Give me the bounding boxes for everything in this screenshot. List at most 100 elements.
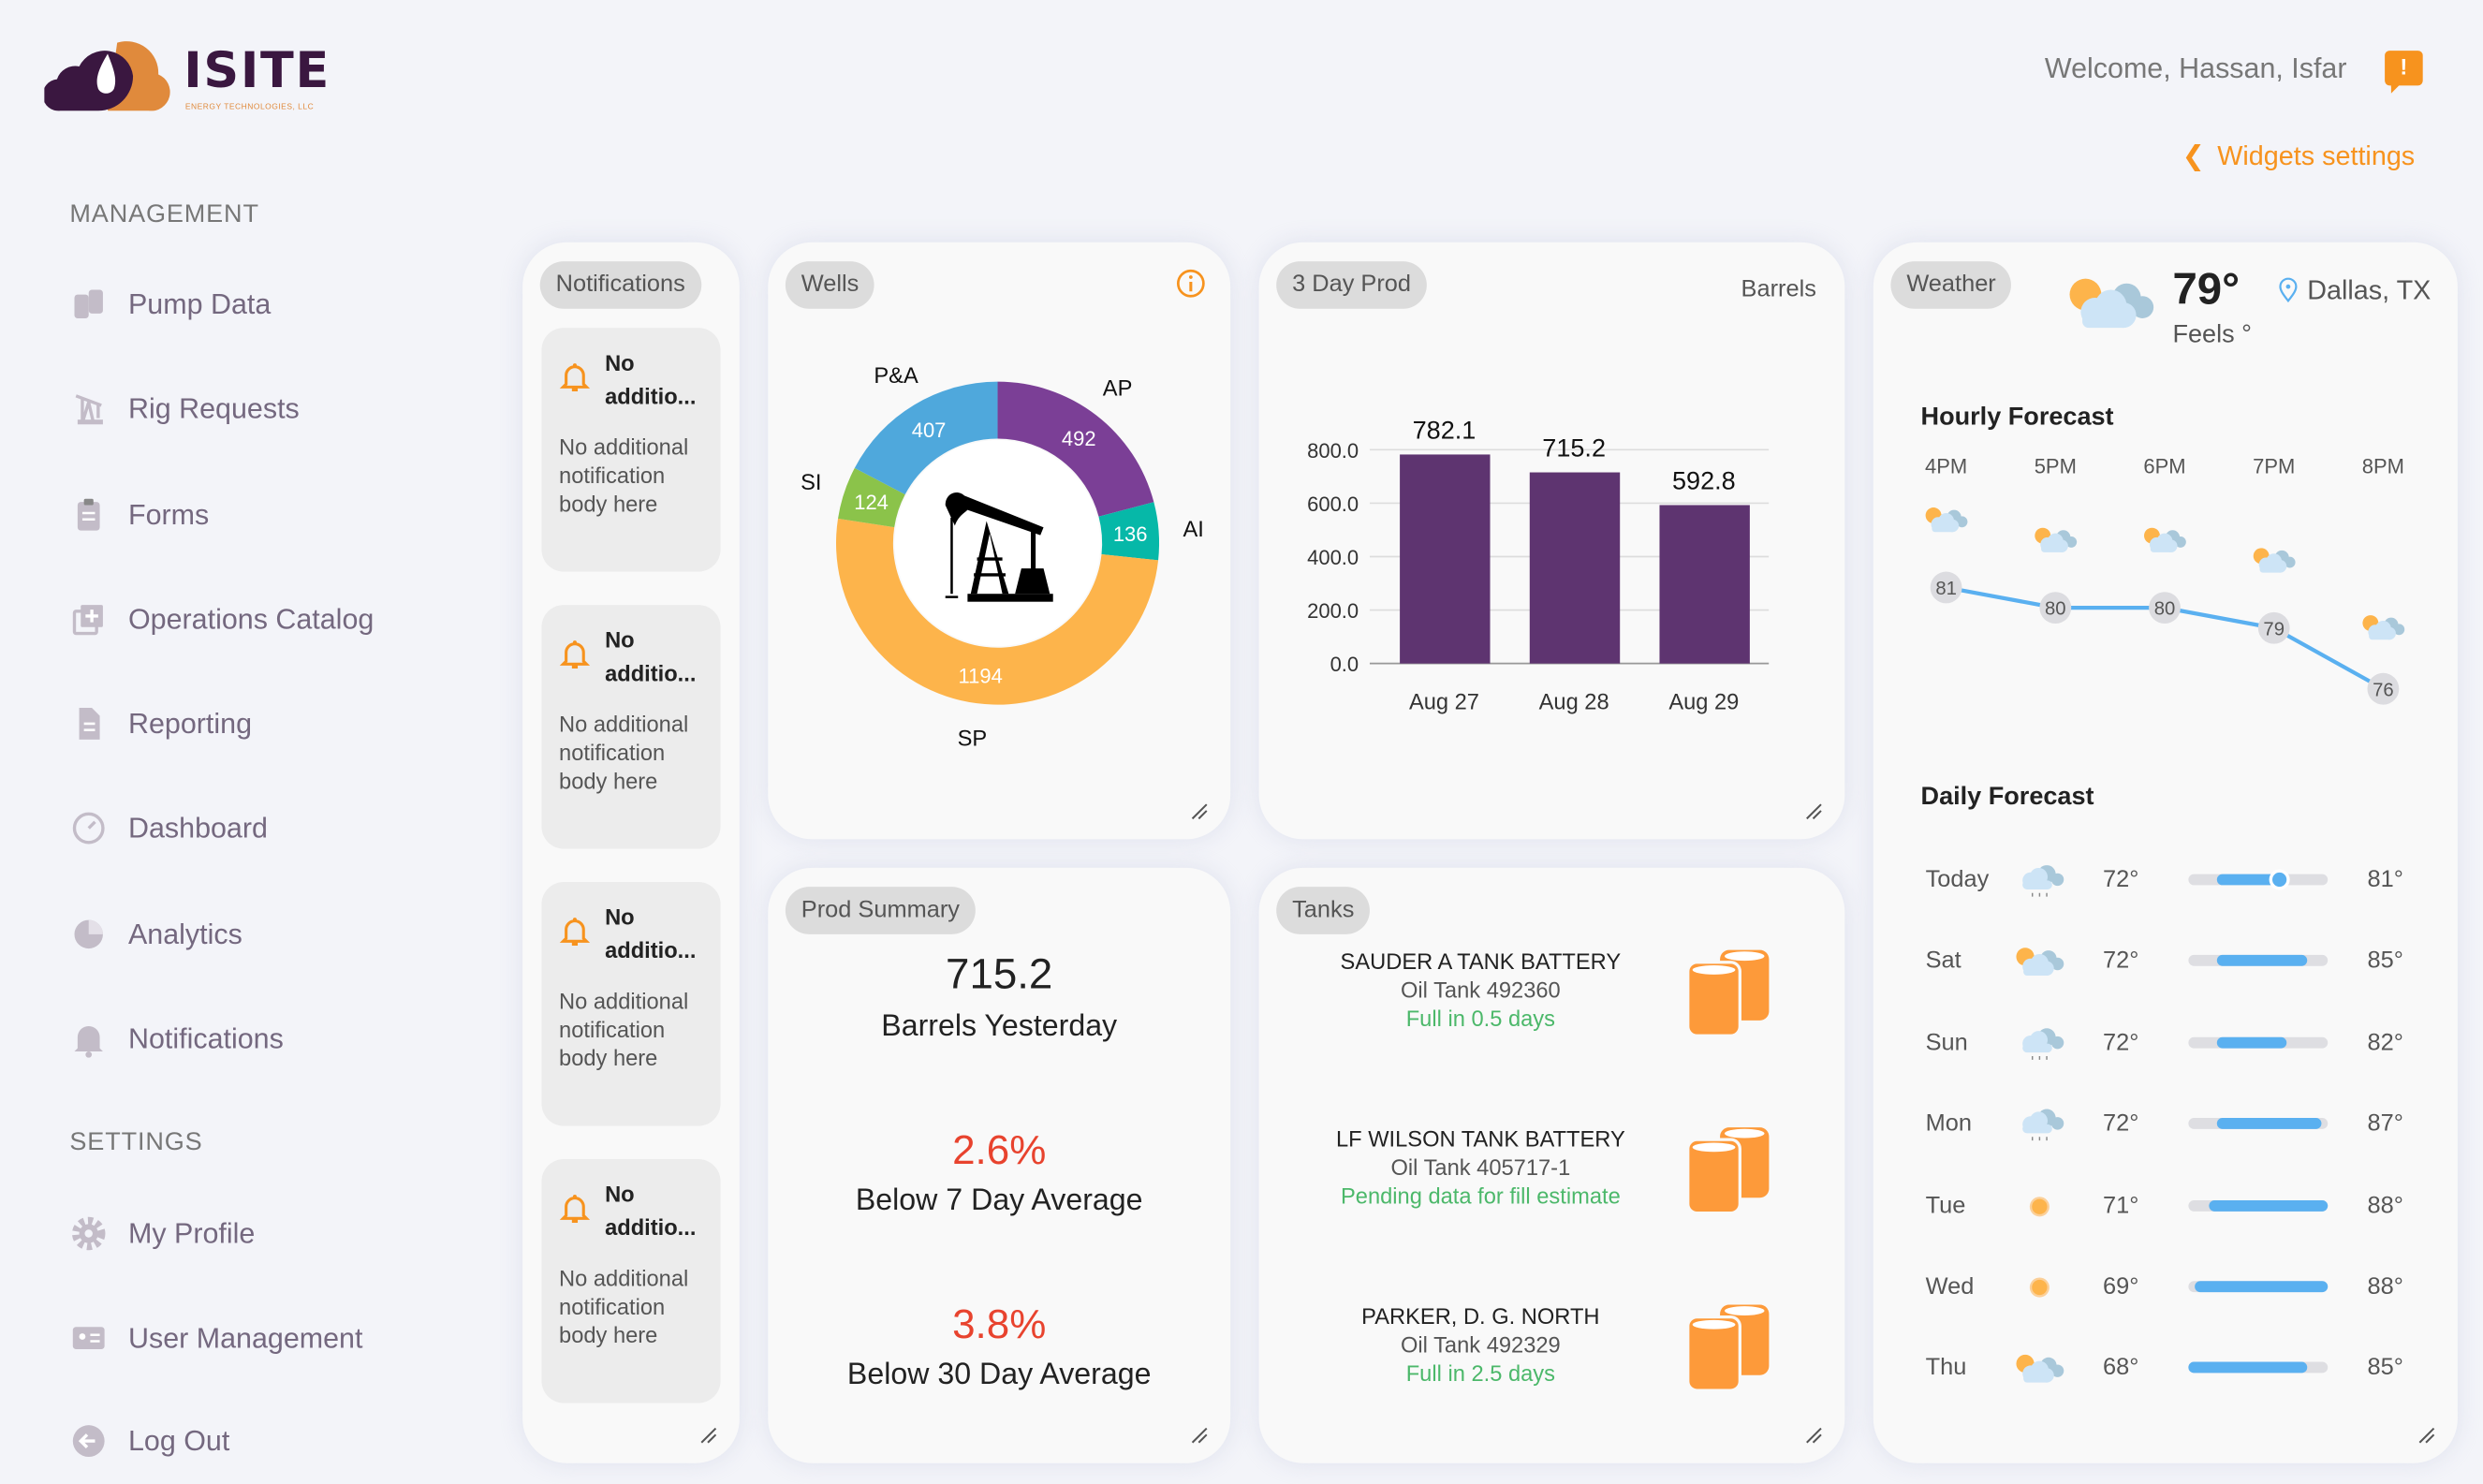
notification-item[interactable]: No additio... No additional notification …: [541, 882, 721, 1126]
temperature-point[interactable]: [2257, 611, 2290, 644]
tank-id: Oil Tank 492329: [1401, 1331, 1561, 1358]
donut-slice-sp[interactable]: [836, 518, 1159, 705]
slice-category-label: SI: [801, 471, 821, 495]
temp-range-track: [2188, 1036, 2329, 1049]
sidebar-item-notifications[interactable]: Notifications: [69, 1019, 284, 1060]
bar-aug-27[interactable]: [1400, 454, 1491, 664]
sidebar-item-analytics[interactable]: Analytics: [69, 914, 242, 955]
notification-item[interactable]: No additio... No additional notification …: [541, 605, 721, 849]
x-tick-label: Aug 29: [1668, 691, 1739, 715]
bar-aug-28[interactable]: [1529, 472, 1621, 664]
hour-label: 8PM: [2362, 455, 2404, 478]
current-temp: 79°: [2172, 264, 2241, 314]
bar-aug-29[interactable]: [1659, 505, 1750, 664]
notification-item[interactable]: No additio... No additional notification …: [541, 328, 721, 572]
day-label: Wed: [1925, 1272, 1975, 1300]
sidebar-item-operations-catalog[interactable]: Operations Catalog: [69, 598, 374, 639]
pumpjack-icon: [75, 394, 103, 425]
resize-handle-icon[interactable]: [1803, 801, 1822, 820]
slice-category-label: SP: [958, 727, 988, 752]
partly-cloudy-icon: [2254, 548, 2296, 572]
y-tick-label: 800.0: [1307, 439, 1359, 463]
notification-item[interactable]: No additio... No additional notification …: [541, 1159, 721, 1403]
temperature-point[interactable]: [2367, 672, 2400, 705]
temp-range-bar: [2216, 1118, 2321, 1130]
seven-day-percent: 2.6%: [952, 1125, 1047, 1174]
sidebar-item-reporting[interactable]: Reporting: [69, 703, 252, 744]
y-tick-label: 0.0: [1330, 653, 1359, 676]
partly-cloudy-icon: [2144, 528, 2186, 552]
resize-handle-icon[interactable]: [1189, 801, 1208, 820]
y-tick-label: 400.0: [1307, 546, 1359, 569]
sidebar-item-label: Pump Data: [127, 287, 272, 319]
daily-row: Wed 69° 88°: [1873, 1269, 2456, 1307]
sidebar-item-user-management[interactable]: User Management: [69, 1317, 362, 1359]
slice-category-label: AP: [1103, 376, 1133, 401]
temp-range-bar: [2188, 1362, 2307, 1374]
sidebar-item-label: Log Out: [127, 1424, 230, 1457]
unit-label: Barrels: [1741, 275, 1816, 303]
day-label: Tue: [1925, 1191, 1966, 1219]
sidebar-item-log-out[interactable]: Log Out: [69, 1420, 229, 1462]
widgets-settings-link[interactable]: ❮ Widgets settings: [2182, 141, 2416, 173]
sidebar-item-pump-data[interactable]: Pump Data: [69, 284, 271, 325]
sun-icon: [2013, 1269, 2067, 1307]
tank-battery-name: PARKER, D. G. NORTH: [1361, 1302, 1600, 1330]
notification-body: No additional notification body here: [559, 711, 689, 794]
donut-slice-si[interactable]: [838, 467, 905, 528]
info-icon[interactable]: [1175, 268, 1207, 300]
temperature-point[interactable]: [2039, 592, 2072, 624]
donut-slice-p&a[interactable]: [854, 381, 998, 495]
temperature-point[interactable]: [1930, 571, 1962, 604]
welcome-text: Welcome, Hassan, Isfar: [2044, 51, 2347, 84]
temp-range-bar: [2209, 1199, 2329, 1212]
wells-widget: Wells 492 AP 136 AI 1194 SP 124 SI 407 P&A: [768, 242, 1231, 840]
tank-item[interactable]: PARKER, D. G. NORTH Oil Tank 492329 Full i…: [1259, 1301, 1703, 1387]
temp-range-track: [2188, 1199, 2329, 1212]
low-temp: 68°: [2103, 1354, 2139, 1382]
slice-value-label: 136: [1113, 522, 1148, 546]
day-label: Today: [1925, 866, 1990, 893]
temp-range-bar: [2195, 1281, 2329, 1293]
day-label: Mon: [1925, 1109, 1972, 1138]
widget-title: Weather: [1890, 261, 2012, 309]
tank-fill-status: Full in 2.5 days: [1405, 1359, 1555, 1386]
partly-cloudy-icon: [2013, 943, 2067, 981]
barrels-yesterday-value: 715.2: [946, 949, 1053, 998]
feels-like: Feels °: [2172, 321, 2252, 349]
hour-label: 6PM: [2143, 455, 2185, 478]
barrels-icon: [74, 289, 103, 318]
donut-slice-ai[interactable]: [1098, 502, 1160, 561]
sidebar-item-dashboard[interactable]: Dashboard: [69, 808, 268, 849]
sidebar-item-rig-requests[interactable]: Rig Requests: [69, 388, 300, 429]
tank-item[interactable]: SAUDER A TANK BATTERY Oil Tank 492360 Full…: [1259, 947, 1703, 1032]
resize-handle-icon[interactable]: [1189, 1425, 1208, 1444]
alert-icon[interactable]: !: [2385, 51, 2423, 94]
temperature-point[interactable]: [2149, 592, 2181, 624]
daily-row: Today 72° 81°: [1873, 861, 2456, 900]
temperature-point-label: 76: [2373, 680, 2394, 700]
location-pin-icon: [2279, 277, 2298, 303]
day-label: Sat: [1925, 948, 1961, 975]
resize-handle-icon[interactable]: [1803, 1425, 1822, 1444]
sun-icon: [2013, 1187, 2067, 1226]
temp-range-track: [2188, 1118, 2329, 1130]
sidebar-item-label: My Profile: [127, 1216, 256, 1249]
sidebar-item-my-profile[interactable]: My Profile: [69, 1213, 255, 1255]
chevron-left-icon: ❮: [2182, 140, 2205, 171]
thirty-day-label: Below 30 Day Average: [846, 1359, 1152, 1392]
resize-handle-icon[interactable]: [2417, 1425, 2435, 1444]
notification-body: No additional notification body here: [559, 1265, 689, 1348]
daily-row: Mon 72° 87°: [1873, 1106, 2456, 1144]
resize-handle-icon[interactable]: [698, 1425, 717, 1444]
donut-slice-ap[interactable]: [997, 381, 1154, 517]
catalog-add-icon: [72, 605, 103, 636]
daily-row: Sat 72° 85°: [1873, 943, 2456, 981]
low-temp: 72°: [2103, 948, 2139, 975]
id-card-icon: [72, 1327, 105, 1349]
bell-icon: [557, 637, 592, 671]
notification-body: No additional notification body here: [559, 433, 689, 517]
tank-id: Oil Tank 405717-1: [1390, 1153, 1571, 1181]
sidebar-item-forms[interactable]: Forms: [69, 494, 209, 536]
tank-item[interactable]: LF WILSON TANK BATTERY Oil Tank 405717-1 P…: [1259, 1124, 1703, 1210]
